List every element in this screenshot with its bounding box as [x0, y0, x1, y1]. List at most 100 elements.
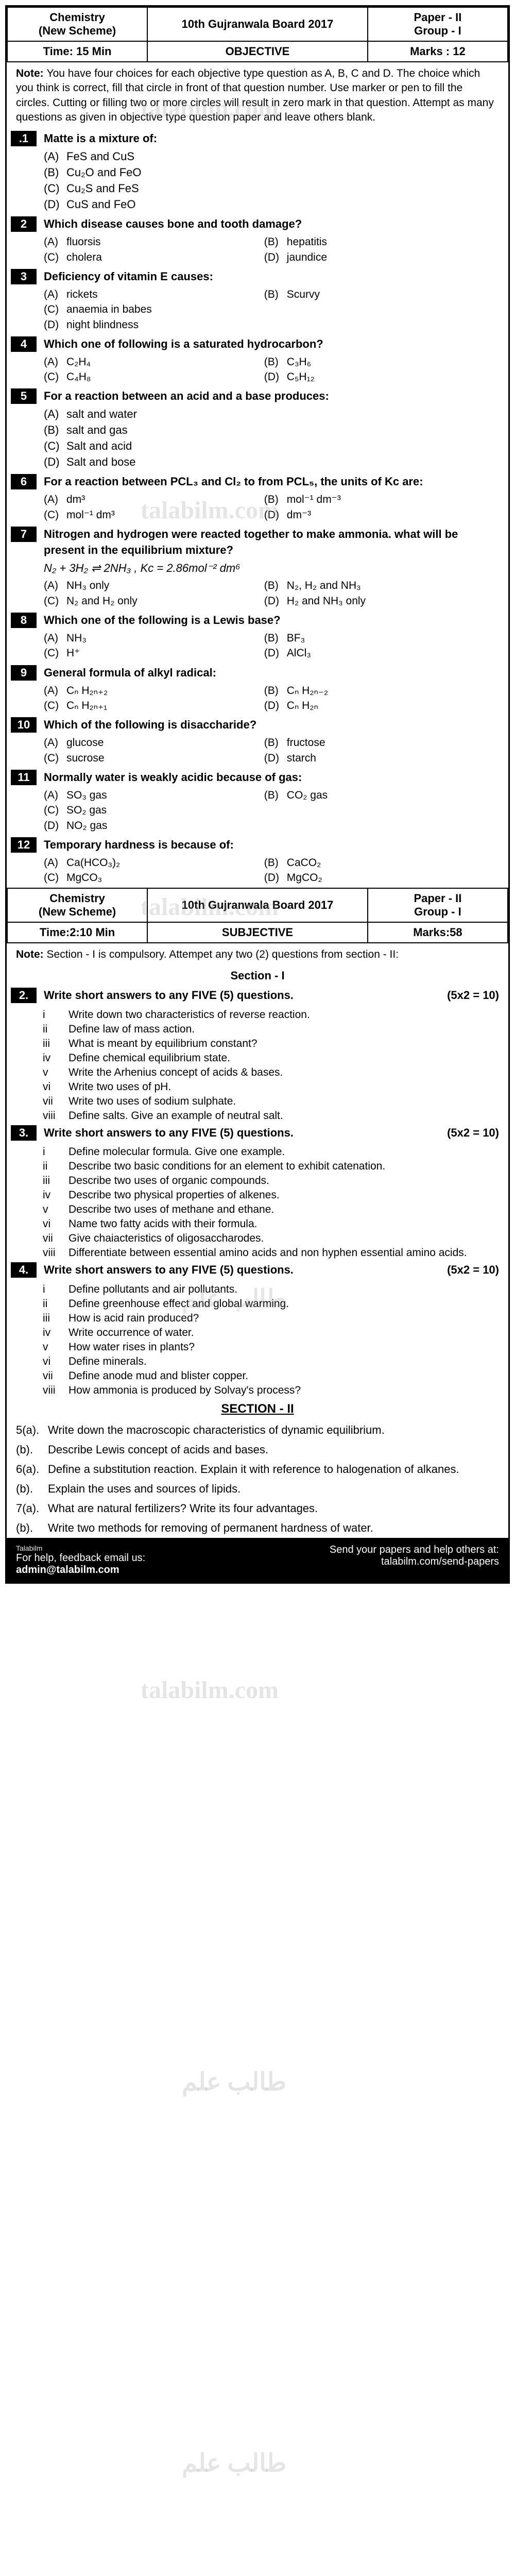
sub-question: ivWrite occurrence of water.: [7, 1326, 508, 1340]
question-text: Normally water is weakly acidic because …: [44, 770, 499, 786]
sub-question-num: ii: [43, 1160, 68, 1173]
sub-question: iiiWhat is meant by equilibrium constant…: [7, 1037, 508, 1051]
sub-question-num: iv: [43, 1052, 68, 1064]
sub-question-num: i: [43, 1283, 68, 1296]
subject: Chemistry: [49, 11, 105, 24]
long-question-text: What are natural fertilizers? Write its …: [48, 1502, 499, 1515]
long-question-text: Explain the uses and sources of lipids.: [48, 1482, 499, 1496]
question-text: Deficiency of vitamin E causes:: [44, 269, 499, 285]
question-text: Which one of the following is a Lewis ba…: [44, 613, 499, 629]
sub-question: viiGive chaiacteristics of oligosaccharo…: [7, 1231, 508, 1246]
option: (D)H₂ and NH₃ only: [264, 594, 469, 608]
question-number: 8: [11, 613, 37, 628]
long-question-num: 7(a).: [16, 1502, 48, 1515]
option: (C)anaemia in babes: [44, 302, 249, 317]
sub-question-text: Give chaiacteristics of oligosaccharodes…: [68, 1232, 499, 1245]
sub-question-num: iii: [43, 1038, 68, 1050]
sub-question: viiiDifferentiate between essential amin…: [7, 1246, 508, 1260]
sub-question-text: Define minerals.: [68, 1355, 499, 1368]
question-text: Which disease causes bone and tooth dama…: [44, 216, 499, 232]
sub-question-text: Write two uses of pH.: [68, 1081, 499, 1093]
option: (B)fructose: [264, 735, 469, 750]
sub-question-text: Define law of mass action.: [68, 1023, 499, 1036]
question-text: For a reaction between an acid and a bas…: [44, 388, 499, 404]
sub-question-text: How is acid rain produced?: [68, 1312, 499, 1325]
sub-question-text: Define greenhouse effect and global warm…: [68, 1298, 499, 1310]
option: (A)rickets: [44, 287, 249, 302]
sub-question-num: i: [43, 1146, 68, 1158]
option: [264, 302, 469, 317]
option: (D)C₅H₁₂: [264, 369, 469, 384]
sub-question: ivDefine chemical equilibrium state.: [7, 1051, 508, 1065]
option: (C)Salt and acid: [44, 438, 499, 454]
options: (A)glucose(B)fructose(C)sucrose(D)starch: [44, 735, 499, 766]
sub-question-num: i: [43, 1009, 68, 1021]
mcq-question: 7Nitrogen and hydrogen were reacted toge…: [7, 524, 508, 611]
sub-question-text: Differentiate between essential amino ac…: [68, 1247, 499, 1259]
options: (A)Ca(HCO₃)₂(B)CaCO₂(C)MgCO₃(D)MgCO₂: [44, 855, 499, 886]
long-question: 5(a).Write down the macroscopic characte…: [7, 1420, 508, 1440]
option: (A)glucose: [44, 735, 249, 750]
question-number: 5: [11, 388, 37, 404]
footer-link: talabilm.com/send-papers: [258, 1556, 499, 1568]
option: (C)MgCO₃: [44, 870, 249, 885]
sub-question: iiDescribe two basic conditions for an e…: [7, 1159, 508, 1174]
mcq-question: 12Temporary hardness is because of:(A)Ca…: [7, 835, 508, 888]
sub-question-num: vii: [43, 1232, 68, 1245]
sub-question: iiiDescribe two uses of organic compound…: [7, 1174, 508, 1188]
sub-question: iDefine pollutants and air pollutants.: [7, 1282, 508, 1297]
subj-note-text: Section - I is compulsory. Attempet any …: [47, 948, 399, 960]
board-year: 10th Gujranwala Board 2017: [147, 7, 368, 41]
sub-question-text: Describe two basic conditions for an ele…: [68, 1160, 499, 1173]
sub-question-text: Write occurrence of water.: [68, 1327, 499, 1339]
option: (C)SO₂ gas: [44, 803, 249, 818]
sub-question-num: iv: [43, 1189, 68, 1201]
sub-question: viDefine minerals.: [7, 1354, 508, 1369]
option: (A)SO₃ gas: [44, 788, 249, 803]
option: (D)night blindness: [44, 317, 249, 332]
footer-help: For help, feedback email us:: [16, 1552, 258, 1564]
option: (A)fluorsis: [44, 234, 249, 249]
time-subj: Time:2:10 Min: [7, 922, 147, 943]
sub-question: iiiHow is acid rain produced?: [7, 1311, 508, 1326]
sub-question-text: What is meant by equilibrium constant?: [68, 1038, 499, 1050]
question-number: 2.: [11, 988, 37, 1003]
sub-question-text: Define salts. Give an example of neutral…: [68, 1110, 499, 1122]
option: (B)salt and gas: [44, 422, 499, 438]
section1-header: Section - I: [7, 966, 508, 986]
question-text: Nitrogen and hydrogen were reacted toget…: [44, 527, 499, 558]
options: (A)fluorsis(B)hepatitis(C)cholera(D)jaun…: [44, 234, 499, 265]
option: (D)Salt and bose: [44, 454, 499, 470]
mcq-question: 11Normally water is weakly acidic becaus…: [7, 768, 508, 835]
marks-obj: Marks : 12: [368, 41, 508, 62]
subject2: Chemistry: [49, 892, 105, 905]
long-question-num: 5(a).: [16, 1423, 48, 1437]
sub-question: iDefine molecular formula. Give one exam…: [7, 1145, 508, 1159]
question-number: 9: [11, 665, 37, 681]
question-number: 12: [11, 837, 37, 853]
option: (C)C₄H₈: [44, 369, 249, 384]
long-question: 7(a).What are natural fertilizers? Write…: [7, 1499, 508, 1518]
sub-question: iiDefine greenhouse effect and global wa…: [7, 1297, 508, 1311]
subjective-note: Note: Section - I is compulsory. Attempe…: [7, 943, 508, 966]
options: (A)FeS and CuS(B)Cu₂O and FeO(C)Cu₂S and…: [44, 149, 499, 212]
option: [264, 317, 469, 332]
sub-question-num: vi: [43, 1081, 68, 1093]
sub-question-num: vii: [43, 1095, 68, 1108]
sub-question-num: vi: [43, 1218, 68, 1230]
objective-header: Chemistry(New Scheme) 10th Gujranwala Bo…: [7, 7, 508, 62]
long-question-num: (b).: [16, 1521, 48, 1535]
short-question-block: 4.Write short answers to any FIVE (5) qu…: [7, 1260, 508, 1282]
option: (B)Cu₂O and FeO: [44, 165, 499, 181]
option: (D)starch: [264, 751, 469, 766]
option: (C)mol⁻¹ dm³: [44, 507, 249, 522]
short-question-head: Write short answers to any FIVE (5) ques…: [44, 1125, 499, 1141]
sub-question-text: How water rises in plants?: [68, 1341, 499, 1353]
sub-question-text: Define molecular formula. Give one examp…: [68, 1146, 499, 1158]
mcq-question: 5 For a reaction between an acid and a ba…: [7, 386, 508, 472]
mcq-question: 9General formula of alkyl radical:(A)Cₙ …: [7, 663, 508, 716]
option: (D)NO₂ gas: [44, 818, 249, 833]
option: (A)dm³: [44, 492, 249, 507]
long-question: (b).Explain the uses and sources of lipi…: [7, 1479, 508, 1499]
long-question: 6(a).Define a substitution reaction. Exp…: [7, 1460, 508, 1479]
